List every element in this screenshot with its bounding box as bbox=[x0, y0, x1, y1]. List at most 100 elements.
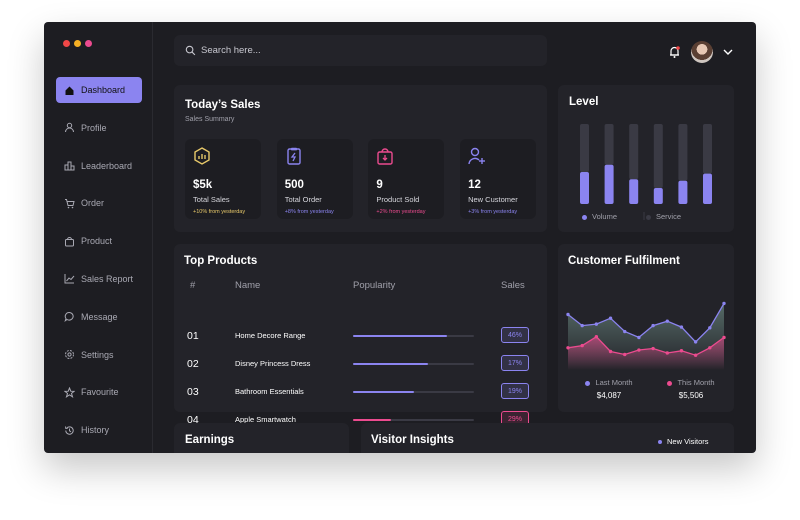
last-month-point bbox=[608, 316, 613, 320]
table-row[interactable]: 01 Home Decore Range 46% bbox=[174, 327, 544, 347]
sidebar-item-product[interactable]: Product bbox=[56, 228, 142, 254]
legend-this-month: This Month $5,506 bbox=[654, 378, 728, 400]
popularity-fill bbox=[353, 335, 448, 337]
todays-sales-title: Today’s Sales bbox=[185, 99, 261, 111]
stat-label: Total Order bbox=[284, 195, 322, 204]
sales-icon bbox=[194, 147, 210, 165]
sales-badge: 46% bbox=[501, 327, 529, 343]
legend-last-month: Last Month $4,087 bbox=[572, 378, 646, 400]
earnings-title: Earnings bbox=[185, 434, 235, 446]
volume-bar bbox=[604, 164, 614, 204]
last-month-point bbox=[679, 325, 684, 329]
close-dot[interactable] bbox=[63, 40, 70, 47]
this-month-point bbox=[623, 352, 627, 357]
popularity-track bbox=[353, 391, 474, 393]
legend-volume-dot bbox=[582, 214, 587, 220]
this-month-point bbox=[580, 343, 584, 348]
service-bar bbox=[653, 124, 663, 188]
avatar[interactable] bbox=[691, 41, 713, 63]
stat-value: $5k bbox=[193, 179, 213, 191]
column-header-sales: Sales bbox=[501, 280, 525, 291]
product-name: Disney Princess Dress bbox=[235, 359, 311, 368]
stat-value: 500 bbox=[284, 179, 304, 191]
stat-change: +2% from yesterday bbox=[376, 209, 426, 215]
sidebar-item-favourite[interactable]: Favourite bbox=[56, 379, 142, 405]
search-input[interactable]: Search here... bbox=[201, 45, 261, 56]
customer-fulfilment-title: Customer Fulfilment bbox=[568, 255, 680, 267]
sidebar-item-order[interactable]: Order bbox=[56, 190, 142, 216]
legend-last-month-label: Last Month bbox=[595, 378, 633, 387]
search-bar[interactable]: Search here... bbox=[174, 35, 547, 66]
legend-new-visitors: New Visitors bbox=[658, 437, 709, 446]
table-row[interactable]: 03 Bathroom Essentials 19% bbox=[174, 383, 544, 403]
column-header-name: Name bbox=[235, 280, 261, 291]
last-month-point bbox=[594, 322, 599, 326]
legend-this-month-dot bbox=[667, 380, 673, 386]
minimize-dot[interactable] bbox=[74, 40, 81, 47]
service-bar bbox=[703, 124, 712, 174]
last-month-point bbox=[623, 329, 627, 334]
legend-new-visitors-label: New Visitors bbox=[667, 437, 709, 446]
stat-label: Product Sold bbox=[376, 195, 420, 204]
last-month-point bbox=[566, 312, 570, 317]
level-card: Level Volume Service bbox=[558, 85, 734, 232]
message-icon bbox=[64, 312, 74, 323]
level-bar-chart bbox=[580, 124, 712, 220]
this-month-point bbox=[594, 335, 599, 339]
row-number: 02 bbox=[187, 358, 199, 370]
maximize-dot[interactable] bbox=[85, 40, 92, 47]
stat-value: 12 bbox=[468, 179, 481, 191]
sidebar: Dashboard Profile Leaderboard Order Product S… bbox=[44, 22, 153, 453]
this-month-area bbox=[568, 336, 724, 370]
table-row[interactable]: 02 Disney Princess Dress 17% bbox=[174, 355, 544, 375]
cart-icon bbox=[65, 198, 75, 209]
gear-icon bbox=[65, 350, 74, 360]
product-name: Bathroom Essentials bbox=[235, 387, 304, 396]
sidebar-item-leaderboard[interactable]: Leaderboard bbox=[56, 153, 142, 179]
this-month-point bbox=[651, 346, 655, 351]
last-month-line bbox=[567, 303, 725, 343]
sidebar-item-label: Profile bbox=[81, 122, 107, 133]
level-title: Level bbox=[569, 96, 599, 108]
sidebar-item-settings[interactable]: Settings bbox=[56, 342, 142, 368]
legend-this-month-label: This Month bbox=[677, 378, 715, 387]
stat-card-total-sales: $5k Total Sales +10% from yesterday bbox=[185, 139, 261, 219]
service-bar bbox=[580, 124, 589, 172]
service-bar bbox=[604, 124, 614, 165]
column-header-number: # bbox=[190, 280, 196, 291]
popularity-track bbox=[353, 363, 474, 365]
sidebar-item-dashboard[interactable]: Dashboard bbox=[56, 77, 142, 103]
customer-fulfilment-card: Customer Fulfilment Last Month $4,087 Th… bbox=[558, 244, 734, 412]
sidebar-item-message[interactable]: Message bbox=[56, 304, 142, 330]
last-month-point bbox=[722, 301, 726, 306]
top-products-title: Top Products bbox=[184, 255, 258, 267]
sidebar-item-profile[interactable]: Profile bbox=[56, 115, 142, 141]
home-icon bbox=[65, 86, 74, 95]
this-month-line bbox=[567, 335, 725, 356]
order-icon bbox=[286, 147, 301, 165]
sidebar-item-history[interactable]: History bbox=[56, 417, 142, 443]
this-month-point bbox=[708, 346, 712, 350]
this-month-point bbox=[693, 353, 698, 357]
last-month-point bbox=[693, 340, 698, 344]
service-bar bbox=[629, 124, 639, 180]
this-month-point bbox=[665, 351, 669, 355]
search-icon bbox=[185, 45, 196, 56]
sidebar-item-sales-report[interactable]: Sales Report bbox=[56, 266, 142, 292]
sidebar-item-label: Favourite bbox=[81, 387, 119, 398]
visitor-insights-title: Visitor Insights bbox=[371, 434, 454, 446]
legend-service: Service bbox=[646, 212, 681, 221]
legend-service-label: Service bbox=[656, 212, 682, 221]
legend-new-visitors-dot bbox=[658, 440, 662, 445]
bell-icon[interactable] bbox=[668, 45, 681, 59]
service-bar bbox=[678, 124, 688, 181]
this-month-point bbox=[608, 349, 613, 354]
last-month-value: $4,087 bbox=[596, 391, 622, 400]
sidebar-item-label: Order bbox=[81, 198, 105, 209]
chevron-down-icon[interactable] bbox=[723, 48, 733, 56]
bag-icon bbox=[65, 236, 74, 247]
stat-value: 9 bbox=[376, 179, 383, 191]
this-month-point bbox=[679, 349, 684, 353]
leaderboard-icon bbox=[64, 161, 75, 171]
sidebar-nav: Dashboard Profile Leaderboard Order Product S… bbox=[56, 77, 142, 453]
